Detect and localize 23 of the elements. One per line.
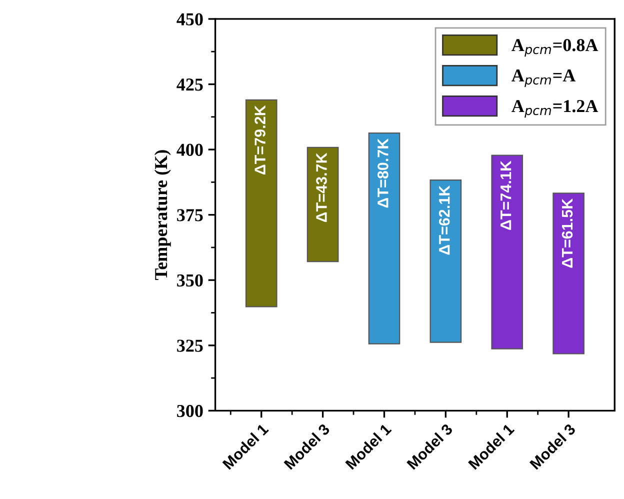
y-tick-label: 425 — [176, 78, 203, 91]
y-tick-label: 325 — [177, 340, 203, 352]
legend-label: A$_{pcm}$=0.8A — [512, 39, 598, 57]
bar — [306, 146, 339, 262]
data-label: ΔT=62.1K — [438, 185, 450, 255]
data-label: ΔT=61.5K — [562, 198, 573, 268]
y-tick-label: 450 — [176, 13, 203, 26]
y-tick-label: 300 — [177, 404, 203, 418]
bar — [430, 180, 462, 343]
y-tick-label: 375 — [177, 209, 203, 222]
data-label: ΔT=79.2K — [254, 105, 266, 175]
bar — [368, 132, 400, 344]
bar — [491, 154, 524, 350]
data-label: ΔT=80.7K — [378, 138, 388, 208]
data-label: ΔT=43.7K — [316, 152, 327, 222]
legend-label: A$_{pcm}$=1.2A — [512, 100, 598, 118]
data-label: ΔT=74.1K — [500, 160, 512, 230]
y-axis-title: Temperature (K) — [154, 150, 171, 280]
bar — [245, 99, 278, 308]
y-tick-label: 400 — [176, 144, 203, 156]
y-tick-label: 350 — [177, 274, 203, 287]
legend-label: A$_{pcm}$=A — [512, 70, 576, 88]
bar — [552, 192, 584, 354]
